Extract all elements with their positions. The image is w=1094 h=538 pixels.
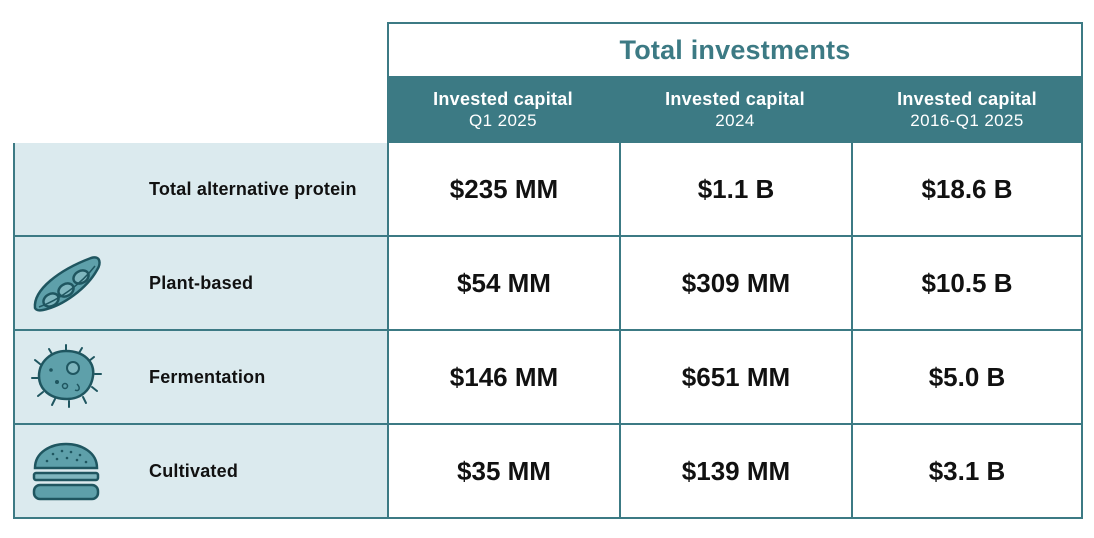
value-cell: $309 MM <box>619 237 851 331</box>
value-cell: $5.0 B <box>851 331 1083 425</box>
row-label: Fermentation <box>149 366 266 387</box>
column-header-row: Invested capital Q1 2025 Invested capita… <box>387 76 1083 143</box>
table-title: Total investments <box>387 22 1083 76</box>
row-label: Cultivated <box>149 460 239 481</box>
value-cell: $54 MM <box>387 237 619 331</box>
value-cell: $10.5 B <box>851 237 1083 331</box>
table-row-cultivated: Cultivated $35 MM $139 MM $3.1 B <box>13 425 1083 519</box>
pea-pod-icon <box>33 256 101 312</box>
value-cell: $139 MM <box>619 425 851 519</box>
microbe-icon <box>31 344 102 408</box>
column-header-2024: Invested capital 2024 <box>619 76 851 143</box>
row-label-cell: Fermentation <box>13 331 387 425</box>
value-cell: $651 MM <box>619 331 851 425</box>
column-header-line1: Invested capital <box>433 88 573 109</box>
value-cell: $235 MM <box>387 143 619 237</box>
column-header-line2: Q1 2025 <box>468 110 538 130</box>
column-header-line2: 2016-Q1 2025 <box>910 110 1024 130</box>
value-cell: $3.1 B <box>851 425 1083 519</box>
column-header-q1-2025: Invested capital Q1 2025 <box>387 76 619 143</box>
table-row-total: Total alternative protein $235 MM $1.1 B… <box>13 143 1083 237</box>
column-header-line1: Invested capital <box>897 88 1037 109</box>
value-cell: $18.6 B <box>851 143 1083 237</box>
investments-table: Total investments Invested capital Q1 20… <box>13 22 1083 519</box>
burger-icon <box>32 442 100 501</box>
value-cell: $1.1 B <box>619 143 851 237</box>
value-cell: $35 MM <box>387 425 619 519</box>
row-label-cell: Total alternative protein <box>13 143 387 237</box>
table-row-plant-based: Plant-based $54 MM $309 MM $10.5 B <box>13 237 1083 331</box>
table-row-fermentation: Fermentation $146 MM $651 MM $5.0 B <box>13 331 1083 425</box>
row-label-cell: Plant-based <box>13 237 387 331</box>
column-header-2016-q1-2025: Invested capital 2016-Q1 2025 <box>851 76 1083 143</box>
column-header-line2: 2024 <box>715 110 755 130</box>
value-cell: $146 MM <box>387 331 619 425</box>
row-label: Total alternative protein <box>149 178 357 199</box>
row-label: Plant-based <box>149 272 254 293</box>
row-label-cell: Cultivated <box>13 425 387 519</box>
column-header-line1: Invested capital <box>665 88 805 109</box>
